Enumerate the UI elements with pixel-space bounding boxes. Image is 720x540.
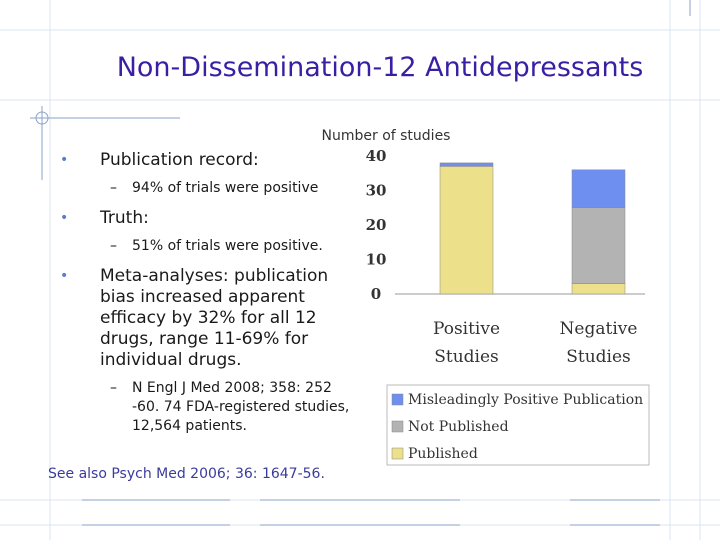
bullet-truth: • Truth:	[60, 208, 360, 229]
chart-title: Number of studies	[322, 128, 451, 144]
slide-title: Non-Dissemination-12 Antidepressants	[116, 52, 644, 83]
legend-label: Not Published	[408, 419, 509, 435]
legend-label: Published	[408, 446, 478, 462]
y-tick-label: 40	[366, 147, 387, 165]
bars-group	[439, 162, 626, 295]
x-category-label: Studies	[434, 347, 499, 367]
bar-segment	[439, 162, 494, 167]
legend-swatch	[391, 393, 404, 406]
legend-border	[386, 384, 650, 466]
legend-swatch	[391, 447, 404, 460]
y-tick-label: 10	[366, 251, 387, 269]
bar-segment	[439, 166, 494, 295]
y-axis-ticks: 40 30 20 10 0	[366, 147, 387, 303]
bullet-dot-icon: •	[60, 152, 69, 168]
bullet-text: Publication record:	[100, 150, 259, 170]
see-also-reference: See also Psych Med 2006; 36: 1647-56.	[48, 466, 325, 482]
sub-bullet-positive-trials: – 94% of trials were positive	[60, 179, 360, 198]
x-category-label: Negative	[560, 319, 638, 339]
chart-legend: Misleadingly Positive Publication Not Pub…	[386, 384, 650, 466]
bullet-dot-icon: •	[60, 268, 69, 284]
bullet-publication-record: • Publication record:	[60, 150, 360, 171]
legend-label: Misleadingly Positive Publication	[408, 392, 643, 408]
y-tick-label: 0	[371, 285, 381, 303]
bullet-text: Truth:	[100, 208, 149, 228]
sub-bullet-text: 51% of trials were positive.	[132, 238, 323, 254]
bullet-dot-icon: •	[60, 210, 69, 226]
dash-icon: –	[110, 180, 117, 196]
x-axis-labels: Positive Studies Negative Studies	[433, 319, 637, 367]
legend-swatch	[391, 420, 404, 433]
bullet-list: • Publication record: – 94% of trials we…	[60, 150, 360, 446]
stacked-bar-chart: Number of studies 40 30 20 10 0 Positive Stud…	[322, 128, 650, 466]
bar-segment	[571, 283, 626, 295]
bar-segment	[571, 169, 626, 208]
bar-segment	[571, 207, 626, 284]
x-category-label: Studies	[566, 347, 631, 367]
sub-bullet-text: N Engl J Med 2008; 358: 252 -60. 74 FDA-…	[132, 380, 350, 434]
sub-bullet-true-positive: – 51% of trials were positive.	[60, 237, 360, 256]
y-tick-label: 20	[366, 216, 387, 234]
x-category-label: Positive	[433, 319, 500, 339]
decorative-crosshair	[30, 0, 691, 526]
y-tick-label: 30	[366, 182, 387, 200]
sub-bullet-text: 94% of trials were positive	[132, 180, 319, 196]
bullet-meta-analyses: • Meta-analyses: publication bias increa…	[60, 266, 360, 371]
dash-icon: –	[110, 380, 117, 396]
sub-bullet-citation: – N Engl J Med 2008; 358: 252 -60. 74 FD…	[60, 379, 360, 436]
bullet-text: Meta-analyses: publication bias increase…	[100, 266, 329, 370]
dash-icon: –	[110, 238, 117, 254]
